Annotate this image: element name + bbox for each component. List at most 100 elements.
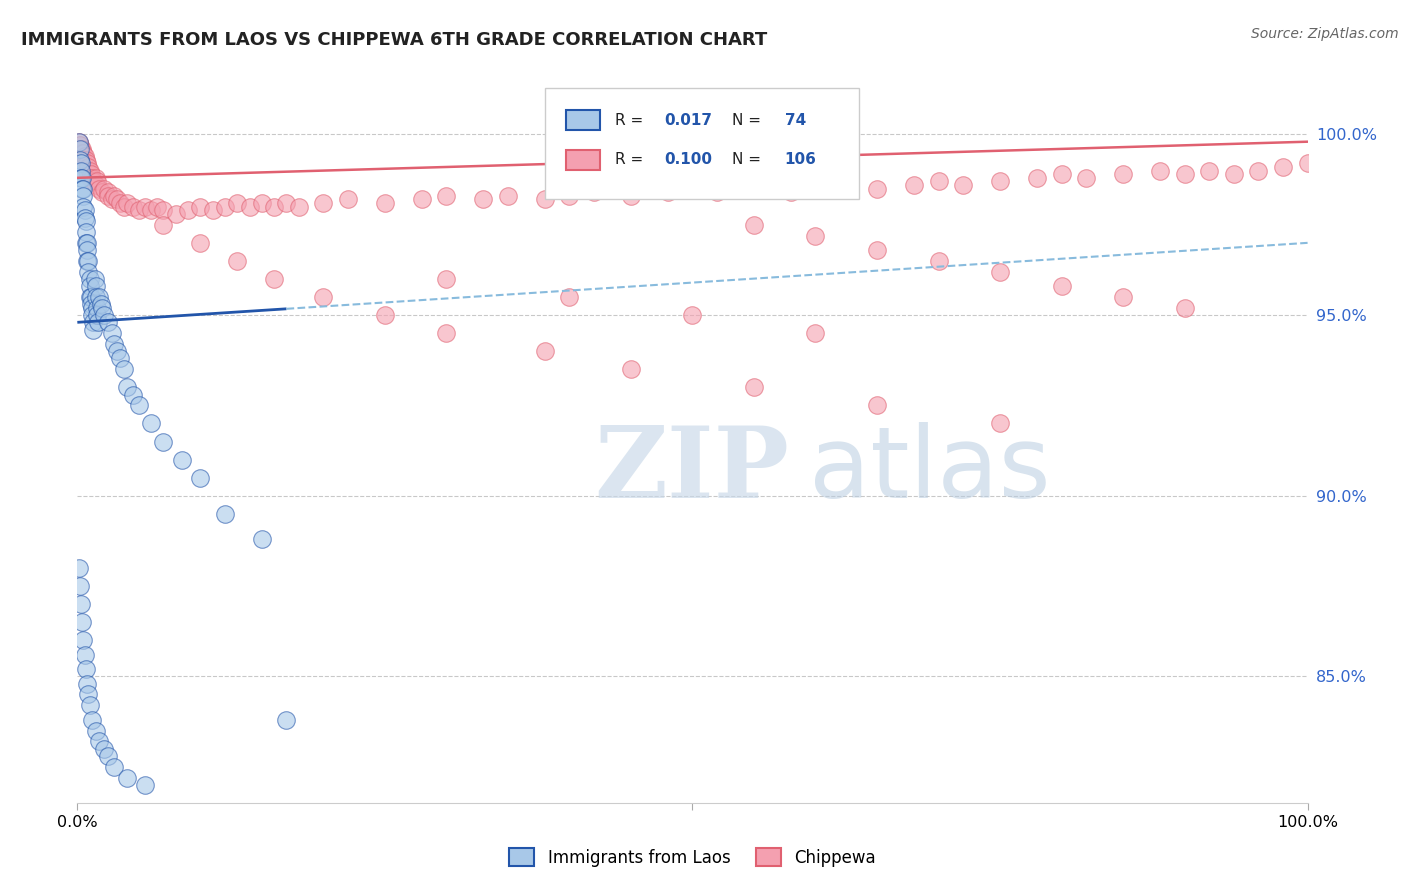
Point — [76, 235, 98, 250]
Point — [80, 290, 103, 304]
Point — [82, 322, 104, 336]
Point — [97, 189, 120, 203]
Point — [69, 579, 91, 593]
Point — [288, 200, 311, 214]
Point — [1296, 156, 1319, 170]
Point — [77, 253, 100, 268]
Point — [1026, 170, 1049, 185]
FancyBboxPatch shape — [546, 87, 859, 200]
Point — [86, 301, 108, 315]
Point — [70, 181, 93, 195]
Point — [830, 178, 852, 192]
Legend: Immigrants from Laos, Chippewa: Immigrants from Laos, Chippewa — [509, 848, 876, 867]
Point — [82, 301, 104, 315]
Point — [780, 186, 803, 200]
Point — [1247, 163, 1270, 178]
Point — [86, 174, 108, 188]
Point — [72, 633, 94, 648]
Point — [75, 235, 97, 250]
Point — [866, 398, 889, 412]
Point — [105, 344, 128, 359]
Point — [276, 713, 298, 727]
Point — [79, 290, 101, 304]
Text: atlas: atlas — [810, 422, 1050, 519]
Point — [112, 200, 135, 214]
Point — [70, 170, 93, 185]
Text: R =: R = — [614, 112, 648, 128]
Point — [583, 186, 606, 200]
Point — [988, 174, 1011, 188]
Text: IMMIGRANTS FROM LAOS VS CHIPPEWA 6TH GRADE CORRELATION CHART: IMMIGRANTS FROM LAOS VS CHIPPEWA 6TH GRA… — [21, 31, 768, 49]
Point — [79, 698, 101, 713]
Point — [804, 228, 827, 243]
Point — [988, 265, 1011, 279]
Point — [97, 186, 120, 200]
Point — [177, 203, 200, 218]
Point — [70, 156, 93, 170]
Point — [250, 196, 273, 211]
Point — [84, 723, 107, 738]
Point — [101, 193, 124, 207]
Point — [75, 225, 97, 239]
Point — [110, 196, 132, 211]
Point — [866, 181, 889, 195]
Point — [82, 308, 104, 322]
Point — [79, 272, 101, 286]
Point — [72, 181, 94, 195]
Point — [141, 417, 163, 431]
Point — [146, 200, 169, 214]
Point — [128, 398, 150, 412]
Point — [72, 189, 94, 203]
Point — [82, 315, 104, 329]
Point — [534, 193, 557, 207]
Point — [115, 380, 138, 394]
Point — [103, 337, 125, 351]
Text: 106: 106 — [785, 153, 817, 168]
Point — [263, 272, 285, 286]
Point — [201, 203, 224, 218]
Point — [67, 135, 90, 149]
Point — [76, 156, 98, 170]
Point — [77, 160, 100, 174]
Point — [312, 290, 335, 304]
Point — [188, 235, 212, 250]
Point — [73, 203, 96, 218]
Point — [1050, 167, 1073, 181]
Point — [121, 387, 143, 401]
Point — [82, 170, 104, 185]
Point — [250, 532, 273, 546]
Point — [77, 687, 100, 701]
Point — [75, 153, 97, 167]
Point — [84, 178, 107, 192]
Point — [742, 181, 765, 195]
Point — [121, 200, 143, 214]
Point — [70, 142, 93, 156]
Point — [496, 189, 519, 203]
Point — [436, 272, 458, 286]
Point — [72, 145, 94, 160]
Point — [1223, 167, 1246, 181]
Point — [79, 170, 101, 185]
Point — [170, 452, 193, 467]
Point — [134, 778, 156, 792]
Point — [1198, 163, 1220, 178]
Point — [67, 135, 90, 149]
Point — [70, 142, 93, 156]
Text: 74: 74 — [785, 112, 806, 128]
Point — [374, 196, 396, 211]
Point — [214, 200, 236, 214]
Point — [1050, 279, 1073, 293]
FancyBboxPatch shape — [565, 150, 600, 169]
Point — [76, 676, 98, 690]
Point — [89, 181, 111, 195]
Text: N =: N = — [733, 153, 766, 168]
Point — [72, 153, 94, 167]
Point — [1174, 167, 1197, 181]
Point — [558, 189, 581, 203]
Point — [657, 186, 679, 200]
Point — [70, 170, 93, 185]
Point — [76, 243, 98, 257]
Point — [141, 203, 163, 218]
Point — [988, 417, 1011, 431]
Point — [84, 290, 107, 304]
